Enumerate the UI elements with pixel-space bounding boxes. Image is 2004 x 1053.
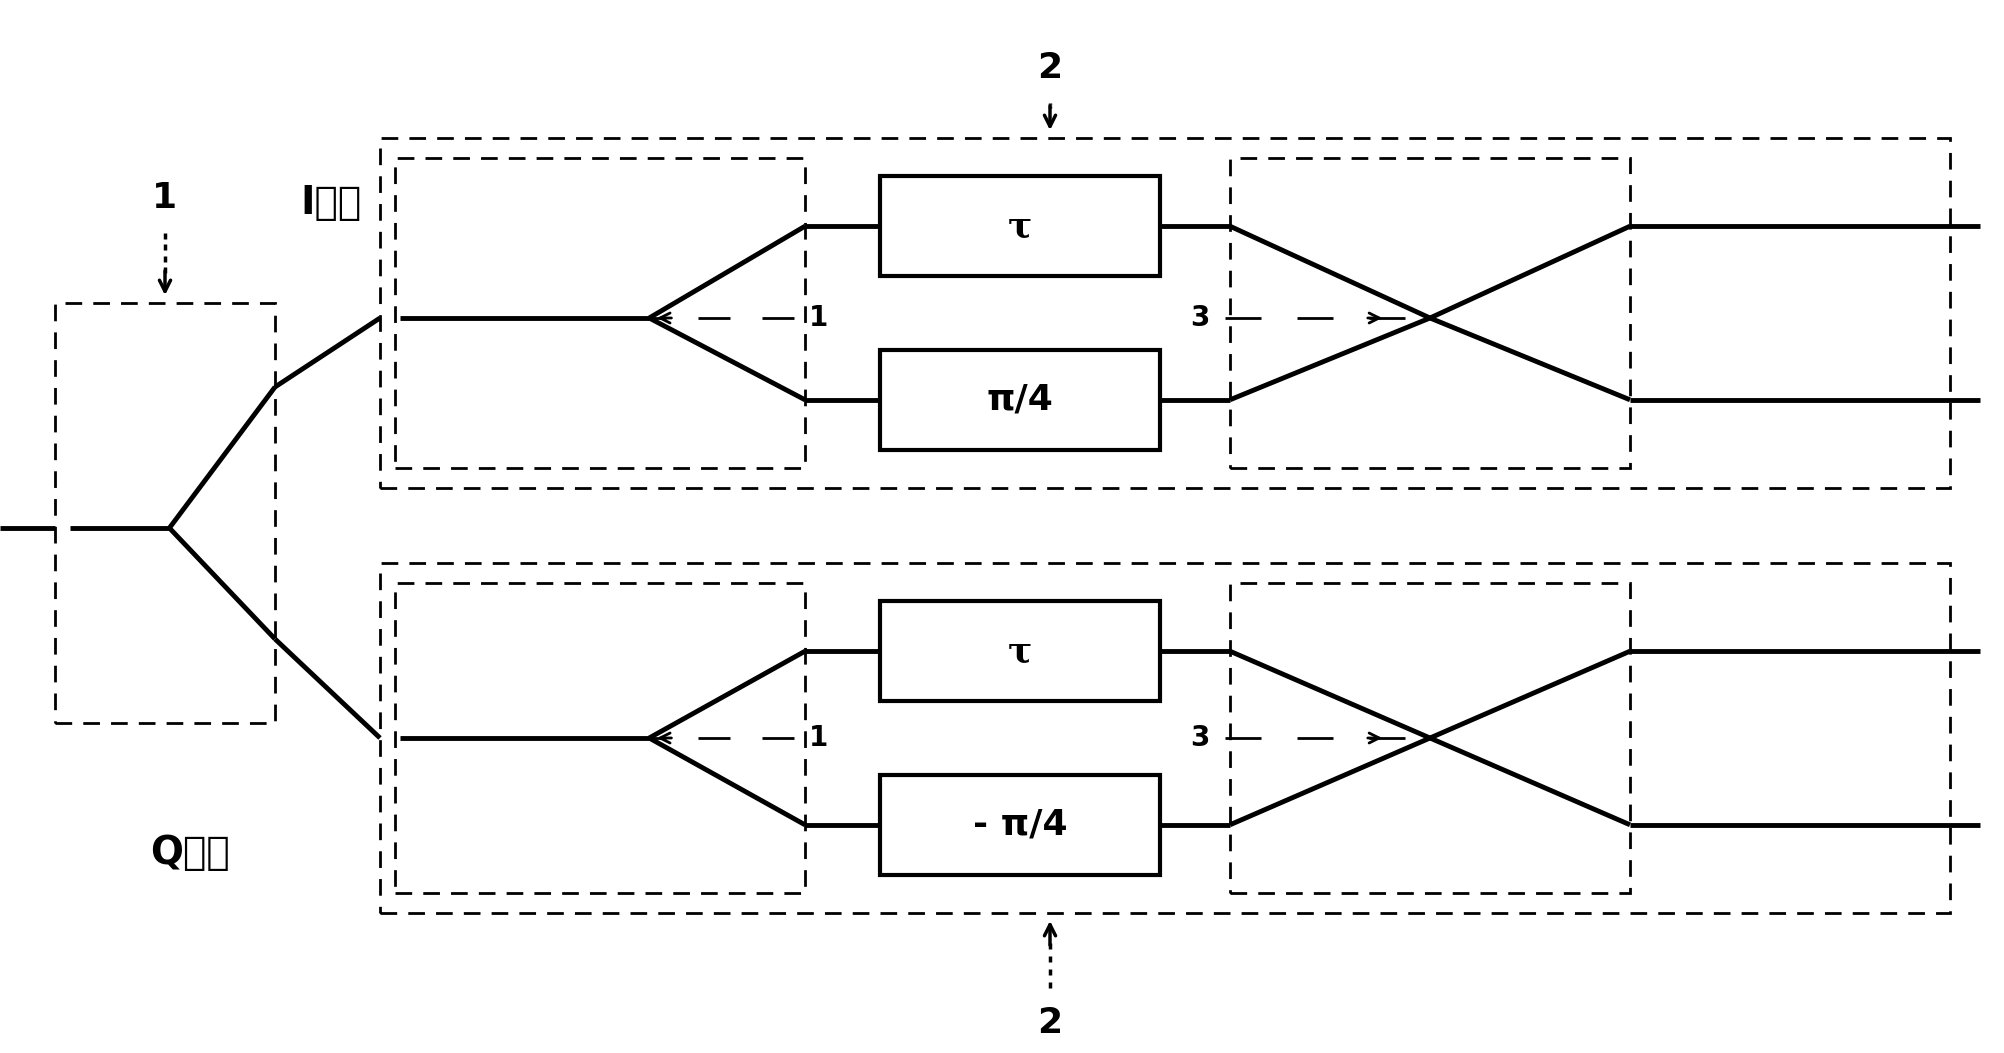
Text: 3: 3 (1190, 304, 1210, 332)
Text: 2: 2 (1038, 1006, 1062, 1040)
Text: 2: 2 (1038, 51, 1062, 85)
Bar (395, 583, 806, 893)
Text: τ: τ (1008, 634, 1032, 669)
Text: Q支路: Q支路 (150, 834, 230, 872)
Bar (880, 176, 1160, 276)
Text: 3: 3 (1190, 724, 1210, 752)
Text: 1: 1 (152, 181, 178, 215)
Bar (880, 601, 1160, 701)
Bar (395, 158, 806, 468)
Text: 1: 1 (810, 304, 828, 332)
Text: - π/4: - π/4 (972, 808, 1068, 841)
Bar (54, 303, 275, 723)
Bar (880, 775, 1160, 875)
Text: π/4: π/4 (986, 383, 1054, 417)
Bar (381, 138, 1950, 488)
Text: I支路: I支路 (301, 184, 361, 222)
Bar (381, 563, 1950, 913)
Bar (1230, 583, 1629, 893)
Text: 1: 1 (810, 724, 828, 752)
Bar (880, 350, 1160, 450)
Text: τ: τ (1008, 210, 1032, 243)
Bar (1230, 158, 1629, 468)
